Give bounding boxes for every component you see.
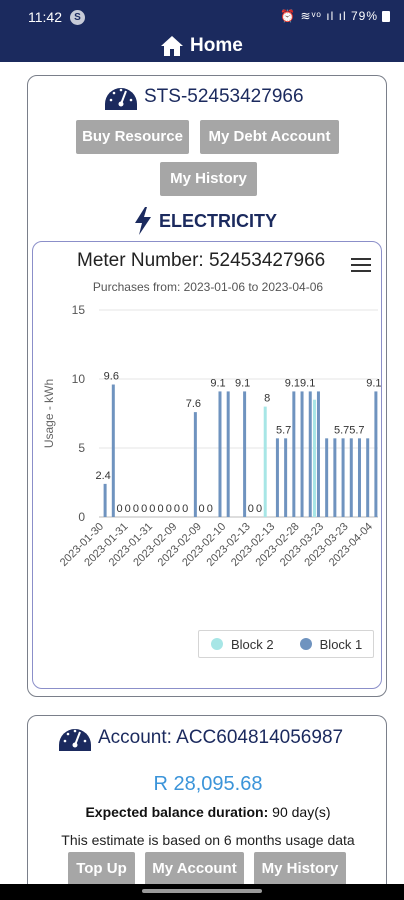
bar-block-1 <box>218 391 222 517</box>
bar-block-1 <box>333 438 337 517</box>
y-tick-label: 10 <box>72 372 86 386</box>
data-label: 0 <box>248 503 254 515</box>
bar-block-1 <box>103 483 107 517</box>
meter-id-title: STS-52453427966 <box>144 86 304 107</box>
lightning-icon <box>135 207 151 235</box>
resource-header: ELECTRICITY <box>133 204 277 238</box>
account-card: Account: ACC604814056987 R 28,095.68 Exp… <box>27 715 387 900</box>
data-label: 9.19.1 <box>285 377 316 389</box>
data-label: 0 <box>166 503 172 515</box>
y-tick-label: 0 <box>78 510 85 524</box>
my-account-button[interactable]: My Account <box>145 852 244 886</box>
notification-badge: S <box>70 10 85 25</box>
data-label: 0 <box>182 503 188 515</box>
bar-block-1 <box>275 438 279 517</box>
home-icon <box>161 36 183 56</box>
app-bar: Home <box>0 30 404 62</box>
bar-block-1 <box>341 438 345 517</box>
my-history-button[interactable]: My History <box>254 852 346 886</box>
data-label: 0 <box>116 503 122 515</box>
data-label: 9.6 <box>104 371 119 383</box>
my-history-button[interactable]: My History <box>160 162 257 196</box>
legend-item-block-2[interactable]: Block 2 <box>211 637 274 652</box>
bar-block-1 <box>193 412 197 517</box>
y-tick-label: 5 <box>78 441 85 455</box>
buy-resource-button[interactable]: Buy Resource <box>76 120 189 154</box>
legend-dot-block-2 <box>211 638 223 650</box>
top-up-button[interactable]: Top Up <box>68 852 135 886</box>
resource-label: ELECTRICITY <box>159 210 278 231</box>
account-card-header: Account: ACC604814056987 <box>58 721 343 755</box>
bar-block-1 <box>292 391 296 517</box>
battery-text: 79% <box>350 9 378 23</box>
data-label: 5.7 <box>276 424 291 436</box>
data-label: 7.6 <box>186 398 201 410</box>
purchases-range: Purchases from: 2023-01-06 to 2023-04-06 <box>92 280 324 294</box>
data-label: 5.75.7 <box>334 424 365 436</box>
y-tick-label: 15 <box>72 303 86 317</box>
bar-block-1 <box>349 438 353 517</box>
data-label: 9.1 <box>235 377 250 389</box>
hamburger-menu-icon[interactable] <box>351 258 371 272</box>
home-nav[interactable]: Home <box>160 33 243 59</box>
data-label: 0 <box>174 503 180 515</box>
chart-legend: Block 2 Block 1 <box>198 630 374 658</box>
account-title: Account: ACC604814056987 <box>98 727 344 748</box>
status-bar: 11:42 S ⏰ ≋ᵛᵒ ıl ıl 79% <box>0 0 404 30</box>
y-axis-title: Usage - kWh <box>42 379 56 448</box>
legend-item-block-1[interactable]: Block 1 <box>299 636 363 652</box>
battery-icon <box>382 11 390 22</box>
system-nav-bar <box>0 884 404 900</box>
bar-block-2 <box>312 399 316 517</box>
data-label: 0 <box>207 503 213 515</box>
duration-label: Expected balance duration: <box>85 804 269 820</box>
home-gesture-pill[interactable] <box>142 889 262 893</box>
account-balance: R 28,095.68 <box>153 773 263 795</box>
data-label: 0 <box>141 503 147 515</box>
data-label: 9.1 <box>366 377 381 389</box>
data-label: 0 <box>125 503 131 515</box>
meter-card-header: STS-52453427966 <box>104 81 304 113</box>
balance-duration: Expected balance duration: 90 day(s) <box>28 804 388 820</box>
bar-block-1 <box>226 391 230 517</box>
bar-block-1 <box>111 384 115 517</box>
bar-block-1 <box>374 391 378 517</box>
bar-block-1 <box>308 391 312 517</box>
usage-chart-panel: Meter Number: 52453427966 Purchases from… <box>32 241 382 689</box>
bar-block-1 <box>357 438 361 517</box>
data-label: 8 <box>264 393 270 405</box>
data-label: 0 <box>133 503 139 515</box>
my-debt-account-button[interactable]: My Debt Account <box>200 120 339 154</box>
bar-block-1 <box>366 438 370 517</box>
meter-number: Meter Number: 52453427966 <box>77 250 326 271</box>
meter-card: STS-52453427966 Buy Resource My Debt Acc… <box>27 75 387 697</box>
legend-label: Block 2 <box>231 636 274 652</box>
data-label: 0 <box>199 503 205 515</box>
duration-value: 90 day(s) <box>272 804 331 820</box>
bar-block-1 <box>325 438 329 517</box>
gauge-icon <box>59 729 91 751</box>
status-time: 11:42 <box>28 9 62 25</box>
bar-block-1 <box>316 391 320 517</box>
data-label: 0 <box>256 503 262 515</box>
estimate-note: This estimate is based on 6 months usage… <box>61 832 355 848</box>
data-label: 0 <box>157 503 163 515</box>
gauge-icon <box>105 88 137 110</box>
bar-block-1 <box>243 391 247 517</box>
bar-block-1 <box>284 438 288 517</box>
legend-dot-block-1 <box>299 638 312 650</box>
legend-label: Block 1 <box>319 636 363 652</box>
bar-block-2 <box>263 406 267 517</box>
data-label: 0 <box>149 503 155 515</box>
data-label: 2.4 <box>95 470 110 482</box>
system-status-icons: ⏰ ≋ᵛᵒ ıl ıl 79% <box>280 9 378 23</box>
page-title: Home <box>190 35 243 56</box>
bar-block-1 <box>300 391 304 517</box>
data-label: 9.1 <box>210 377 225 389</box>
